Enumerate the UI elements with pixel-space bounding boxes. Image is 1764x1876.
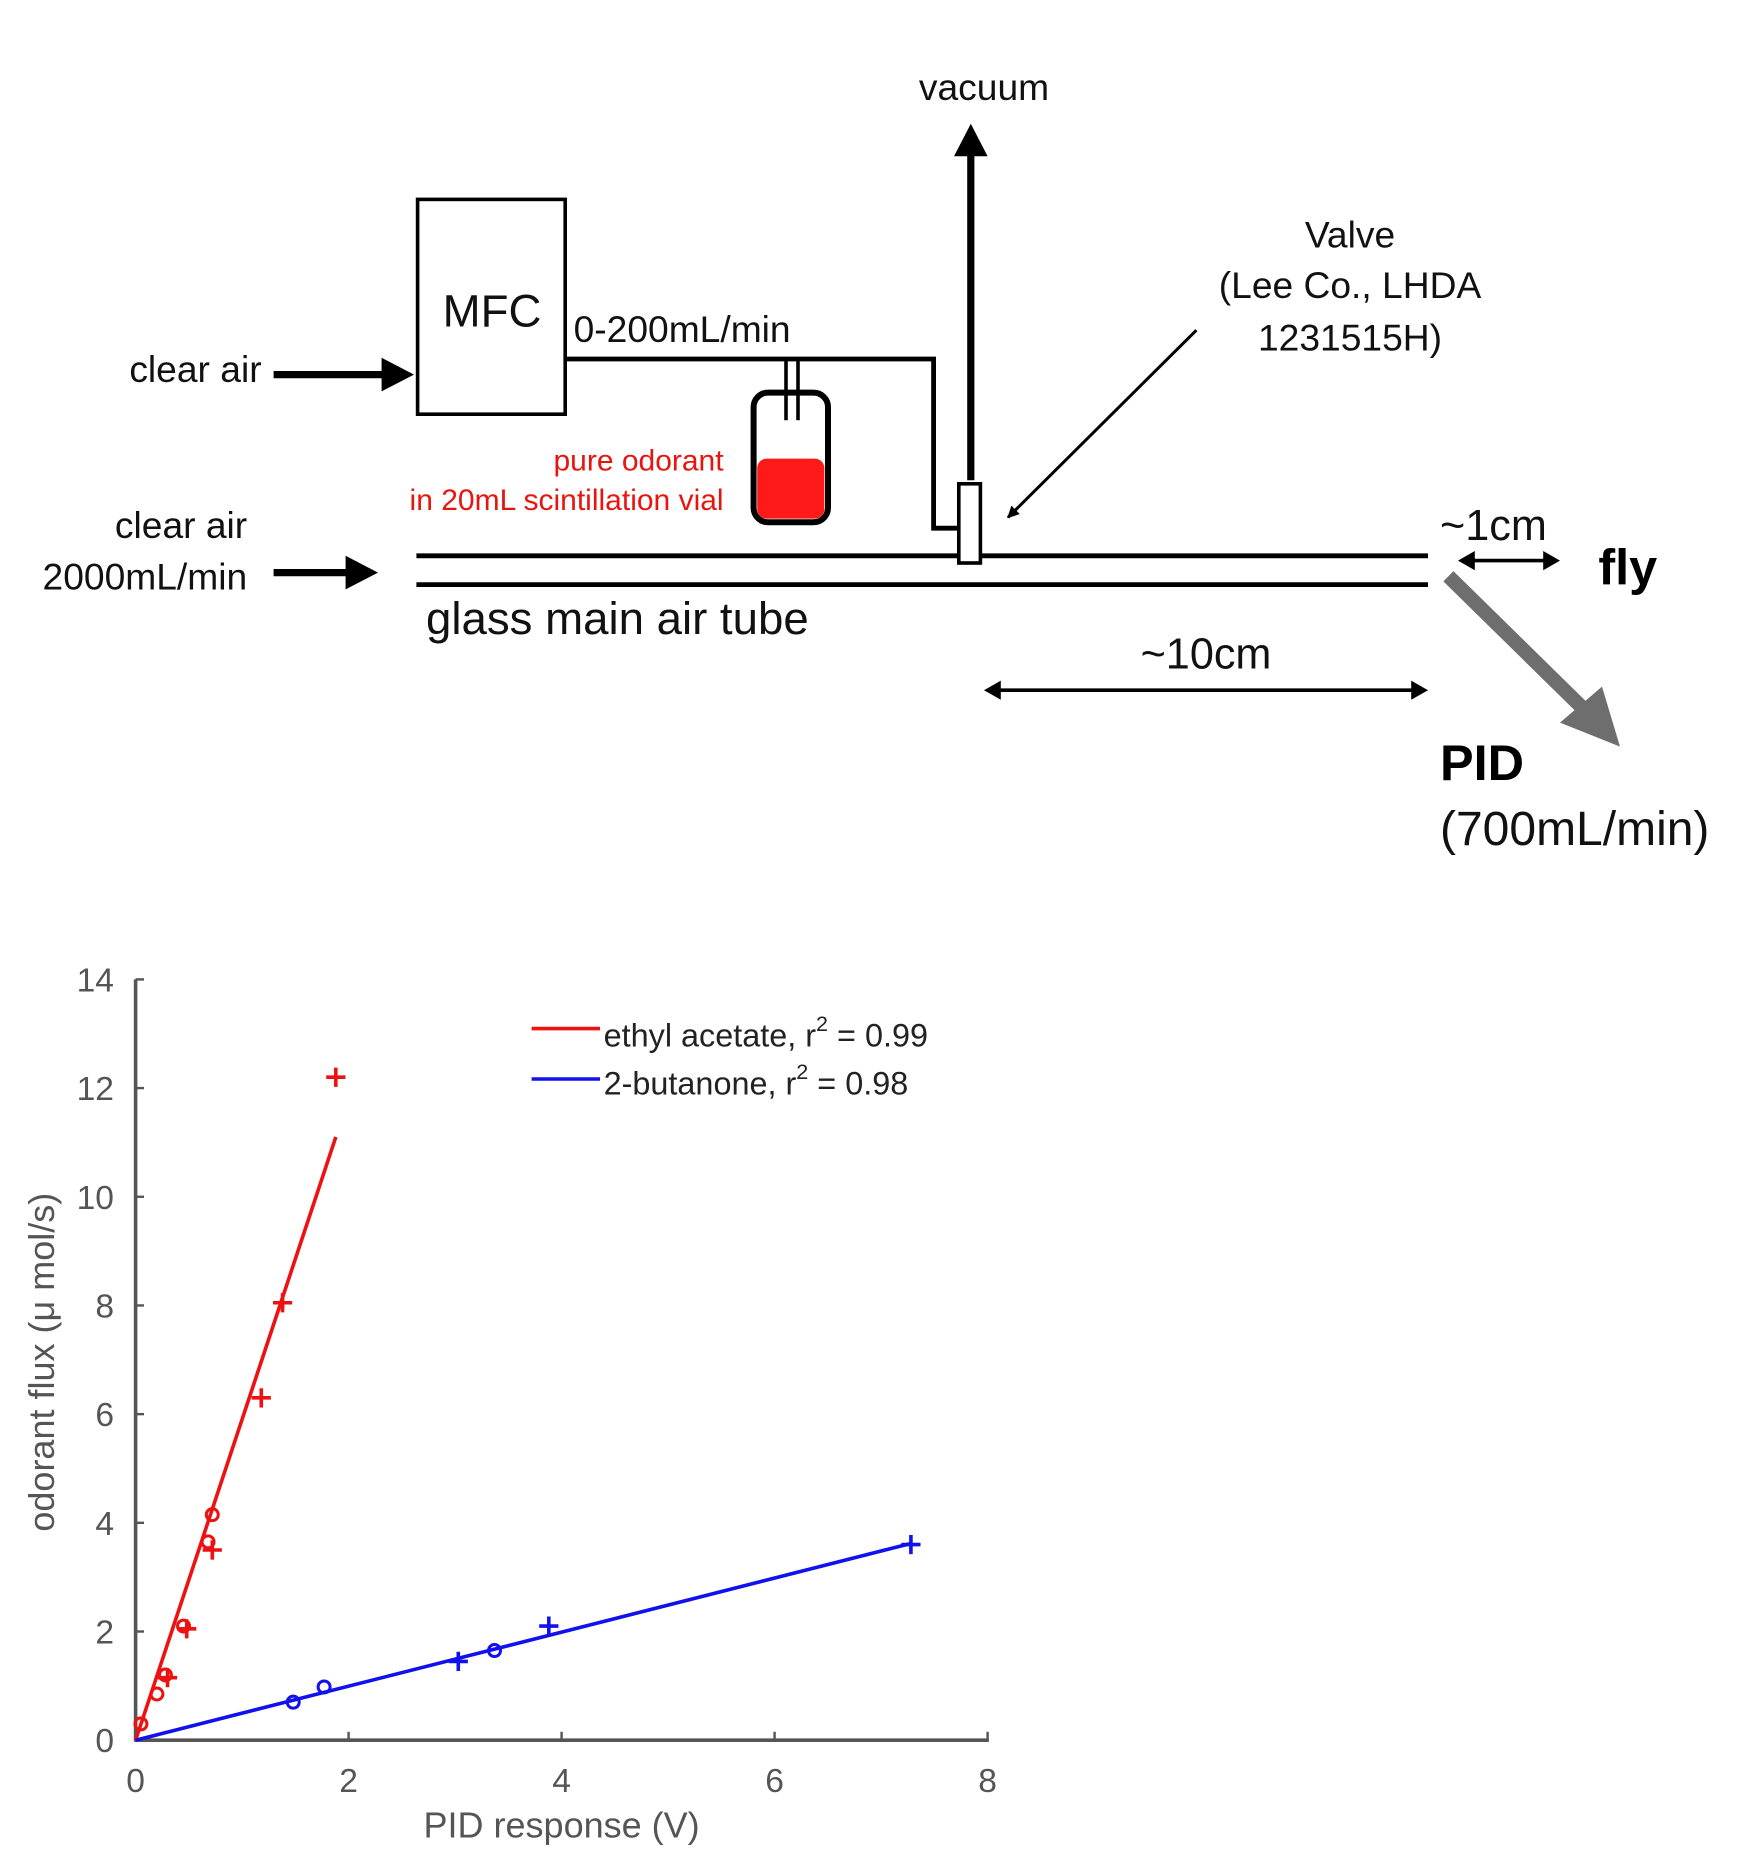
legend-text: 2-butanone, r <box>604 1066 797 1102</box>
data-point-circle-ethyl-acetate <box>149 1686 165 1702</box>
mfc-box <box>415 197 567 416</box>
y-tick-label: 4 <box>95 1506 114 1543</box>
x-tick-label: 6 <box>765 1763 784 1800</box>
clear-air-main-arrowhead-icon <box>345 555 378 590</box>
vial-label-2: in 20mL scintillation vial <box>410 484 724 517</box>
data-point-plus-ethyl-acetate <box>157 1668 178 1688</box>
data-point-circle-2-butanone <box>316 1679 332 1695</box>
distance-10cm-label: ~10cm <box>1141 631 1272 679</box>
mfc-label: MFC <box>443 286 542 337</box>
x-tick-label: 0 <box>126 1763 145 1800</box>
scintillation-vial <box>750 389 831 526</box>
pid-label: PID <box>1440 734 1524 791</box>
y-tick-label: 6 <box>95 1397 114 1434</box>
odorant-liquid <box>757 458 825 519</box>
data-point-circle-ethyl-acetate <box>157 1667 173 1683</box>
data-point-plus-2-butanone <box>539 1616 559 1636</box>
vacuum-label: vacuum <box>919 66 1049 108</box>
odor-tubing <box>565 356 959 531</box>
valve-label-2: (Lee Co., LHDA <box>1219 264 1482 306</box>
distance-1cm-label: ~1cm <box>1440 502 1547 550</box>
clear-air-top-label: clear air <box>129 348 261 390</box>
legend-text: ethyl acetate, r <box>604 1018 817 1054</box>
data-point-plus-2-butanone <box>901 1534 921 1555</box>
r2-value: = 0.98 <box>808 1066 908 1102</box>
fly-label: fly <box>1598 539 1657 596</box>
data-point-circle-2-butanone <box>285 1694 301 1710</box>
valve <box>956 481 983 565</box>
setup-diagram: vacuum MFC clear air 0-200mL/min pure od… <box>43 66 1710 856</box>
y-tick-label: 0 <box>95 1723 114 1760</box>
fit-line-2-butanone <box>135 1541 912 1742</box>
y-tick-label: 12 <box>77 1071 114 1108</box>
data-point-circle-2-butanone <box>487 1643 503 1659</box>
pid-arrow-line <box>1443 571 1592 717</box>
y-tick-label: 8 <box>95 1288 114 1325</box>
data-point-plus-ethyl-acetate <box>177 1619 197 1639</box>
y-tick-label: 10 <box>77 1180 114 1217</box>
data-point-plus-ethyl-acetate <box>202 1540 222 1560</box>
y-axis-title: odorant flux (μ mol/s) <box>21 1193 62 1532</box>
x-axis-title: PID response (V) <box>424 1804 700 1845</box>
data-point-circle-ethyl-acetate <box>204 1507 220 1523</box>
clear-air-top-arrowhead-icon <box>381 357 414 392</box>
tube-label: glass main air tube <box>426 593 809 644</box>
valve-label-3: 1231515H) <box>1258 317 1442 359</box>
pid-arrowhead-icon <box>1560 686 1620 747</box>
r2-value: = 0.99 <box>828 1018 928 1054</box>
pid-flow-label: (700mL/min) <box>1440 803 1709 856</box>
x-tick-label: 2 <box>339 1763 358 1800</box>
valve-pointer-arrow <box>1006 329 1198 519</box>
legend-label-2-butanone: 2-butanone, r2 = 0.98 <box>604 1059 909 1102</box>
data-point-plus-2-butanone <box>448 1651 468 1672</box>
main-flow-label: 2000mL/min <box>43 555 248 597</box>
superscript: 2 <box>816 1011 828 1036</box>
data-point-plus-ethyl-acetate <box>326 1067 346 1087</box>
x-tick-label: 4 <box>552 1763 571 1800</box>
clear-air-main-label: clear air <box>115 504 247 546</box>
fit-line-ethyl-acetate <box>133 1136 338 1741</box>
legend-label-ethyl-acetate: ethyl acetate, r2 = 0.99 <box>604 1011 928 1054</box>
y-tick-label: 2 <box>95 1615 114 1652</box>
y-tick-label: 14 <box>77 962 114 999</box>
vial-label-1: pure odorant <box>553 445 724 478</box>
mfc-flow-label: 0-200mL/min <box>574 308 791 350</box>
data-point-plus-ethyl-acetate <box>272 1293 293 1313</box>
data-point-plus-ethyl-acetate <box>251 1388 271 1408</box>
superscript: 2 <box>796 1059 808 1084</box>
calibration-chart: 0 2 4 6 8 0 2 4 6 8 10 12 14 PID response (V) odoran… <box>21 962 997 1845</box>
vacuum-arrowhead-icon <box>954 123 988 157</box>
legend: ethyl acetate, r2 = 0.99 2-butanone, r2 … <box>531 1011 928 1102</box>
data-point-circle-ethyl-acetate <box>133 1716 149 1732</box>
x-tick-label: 8 <box>978 1763 997 1800</box>
valve-label-1: Valve <box>1305 213 1395 255</box>
data-point-circle-ethyl-acetate <box>176 1618 192 1634</box>
